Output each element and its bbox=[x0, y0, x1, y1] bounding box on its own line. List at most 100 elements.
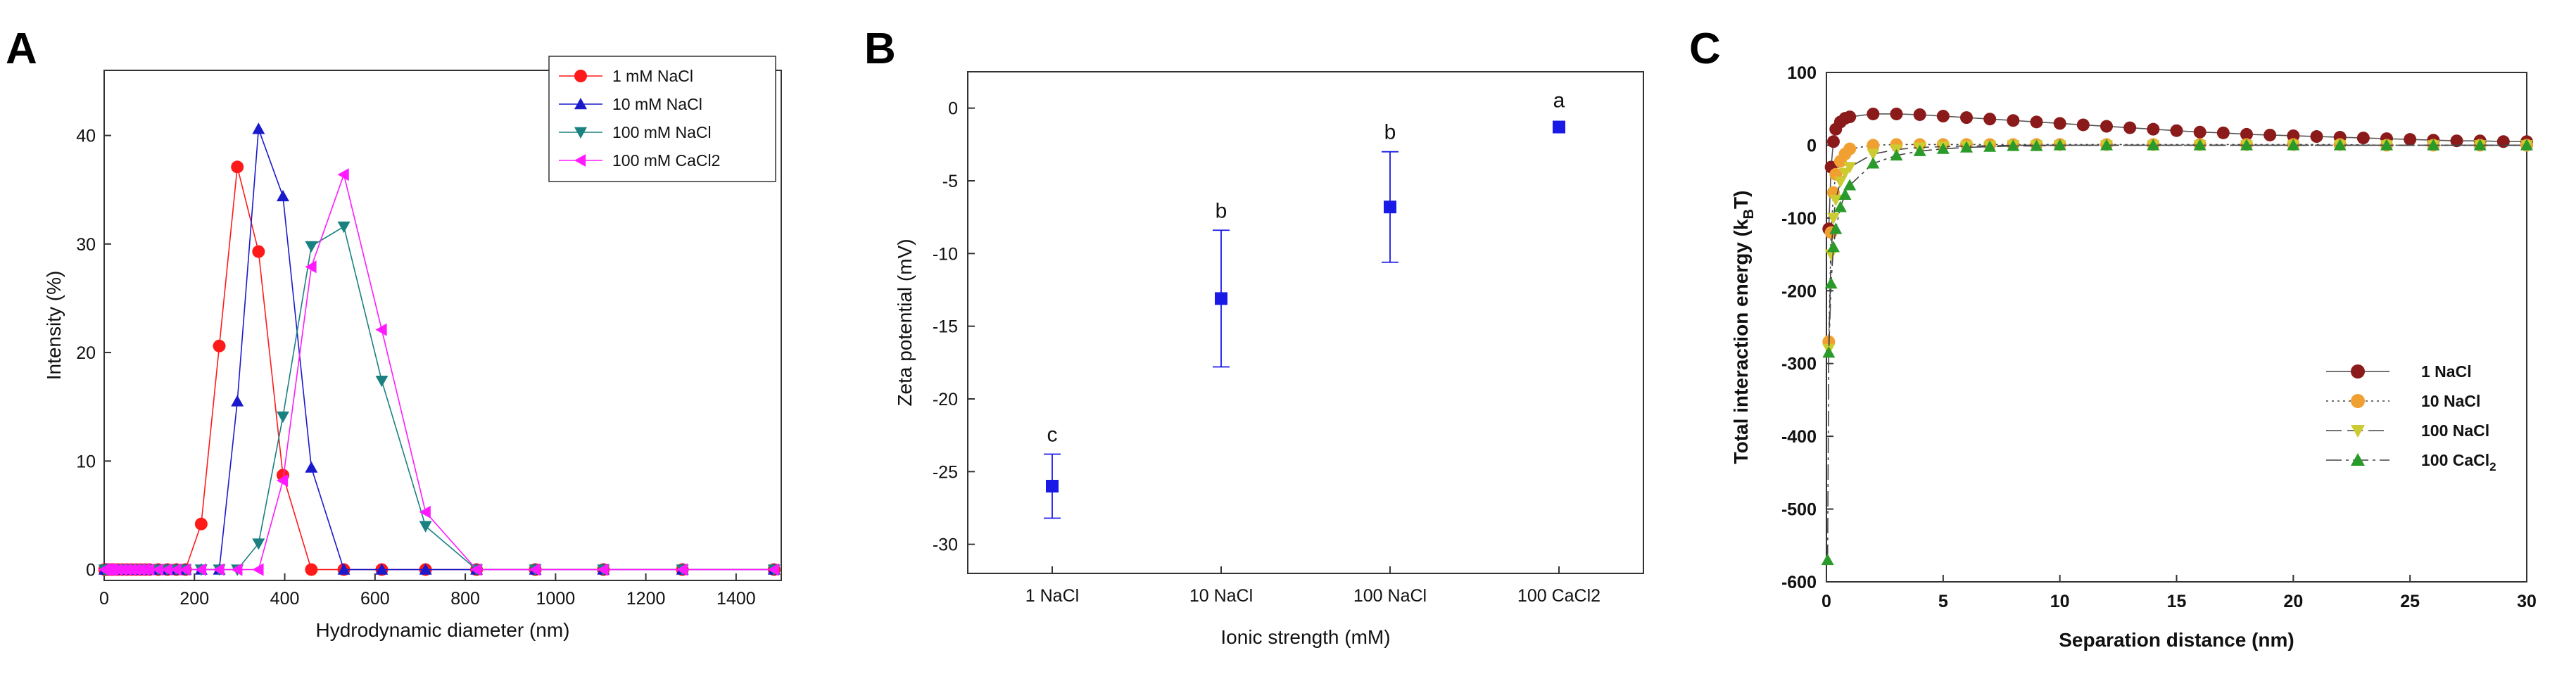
plot-frame bbox=[1826, 72, 2527, 583]
x-category-label-10-nacl: 10 NaCl bbox=[1189, 586, 1253, 606]
y-tick-label--10: -10 bbox=[933, 244, 958, 264]
legend-label-100-mm-cacl2: 100 mM CaCl2 bbox=[612, 151, 720, 170]
data-point bbox=[1936, 142, 1950, 154]
y-tick-label--30: -30 bbox=[933, 535, 958, 555]
x-tick-label-25: 25 bbox=[2400, 592, 2420, 611]
series-100-mm-cacl2 bbox=[98, 168, 779, 576]
data-point bbox=[2356, 132, 2370, 145]
data-point bbox=[252, 563, 264, 576]
data-point bbox=[1843, 110, 1857, 124]
data-point bbox=[1936, 110, 1950, 123]
data-point bbox=[1826, 135, 1840, 148]
data-point bbox=[1843, 179, 1857, 191]
panel-a-chart: 0 200 400 600 800 1000 1200 1400 0 10 20 30 40 Hydrod… bbox=[43, 56, 782, 641]
data-point bbox=[2030, 115, 2043, 129]
significance-letter: c bbox=[1047, 424, 1058, 447]
series-line bbox=[1828, 144, 2527, 342]
x-tick-label-15: 15 bbox=[2167, 592, 2187, 611]
x-category-label-1-nacl: 1 NaCl bbox=[1025, 586, 1079, 606]
y-axis-title-main: Total interaction energy (k bbox=[1730, 219, 1752, 464]
legend-marker bbox=[2351, 425, 2365, 438]
data-point bbox=[597, 563, 609, 576]
series-line bbox=[1828, 144, 2527, 350]
data-point bbox=[2193, 139, 2206, 151]
y-tick-label--100: -100 bbox=[1781, 209, 1817, 229]
legend: 1 NaCl 10 NaCl 100 NaCl 100 CaCl2 bbox=[2326, 362, 2496, 473]
plot-frame bbox=[967, 71, 1644, 574]
data-point bbox=[213, 563, 225, 576]
data-point bbox=[2053, 117, 2066, 130]
legend-marker bbox=[2351, 394, 2365, 408]
data-point bbox=[1829, 194, 1843, 206]
series-10-mm-nacl bbox=[98, 122, 781, 575]
data-point bbox=[1822, 346, 1836, 358]
y-tick-label--5: -5 bbox=[942, 172, 958, 191]
legend-label-main: 10 NaCl bbox=[2421, 392, 2480, 410]
x-axis-title: Hydrodynamic diameter (nm) bbox=[316, 619, 570, 641]
data-point bbox=[1867, 107, 1880, 120]
data-point bbox=[1833, 176, 1847, 189]
legend: 1 mM NaCl 10 mM NaCl 100 mM NaCl 100 mM CaC… bbox=[548, 56, 776, 182]
data-point bbox=[252, 538, 265, 550]
data-point bbox=[1826, 241, 1840, 253]
legend-marker bbox=[2351, 453, 2365, 466]
x-tick-label-20: 20 bbox=[2283, 592, 2303, 611]
x-tick-label-0: 0 bbox=[99, 589, 109, 609]
data-point bbox=[2076, 118, 2090, 132]
legend-label-subscript: 2 bbox=[2489, 460, 2496, 473]
y-tick-label-30: 30 bbox=[76, 235, 96, 255]
data-point bbox=[2310, 130, 2323, 144]
data-point bbox=[1913, 108, 1926, 121]
data-point bbox=[151, 563, 164, 576]
legend-label-1-nacl: 1 NaCl bbox=[2421, 362, 2472, 381]
data-point bbox=[231, 563, 243, 576]
data-point bbox=[160, 563, 172, 576]
x-tick-label-5: 5 bbox=[1938, 592, 1948, 611]
data-point bbox=[305, 563, 318, 576]
x-tick-label-10: 10 bbox=[2050, 592, 2070, 611]
data-point-1-nacl bbox=[1046, 480, 1059, 492]
data-point bbox=[767, 563, 779, 576]
x-tick-label-600: 600 bbox=[360, 589, 390, 609]
x-tick-label-800: 800 bbox=[450, 589, 480, 609]
data-point bbox=[2030, 139, 2043, 151]
data-point bbox=[375, 563, 389, 575]
data-point bbox=[252, 122, 265, 134]
data-point bbox=[676, 563, 688, 576]
significance-letter: b bbox=[1384, 121, 1396, 144]
data-point bbox=[2520, 139, 2533, 151]
legend-marker bbox=[2351, 364, 2365, 379]
y-tick-label-20: 20 bbox=[76, 343, 96, 363]
data-point bbox=[231, 395, 244, 407]
data-point bbox=[1867, 139, 1880, 152]
y-tick-label--300: -300 bbox=[1781, 355, 1817, 374]
data-point-100-nacl bbox=[1384, 201, 1396, 214]
data-point bbox=[1960, 111, 1973, 125]
series-line-10-mm-nacl bbox=[104, 129, 774, 571]
data-point bbox=[1843, 162, 1857, 174]
data-point bbox=[179, 563, 191, 576]
series-1-nacl bbox=[1822, 107, 2533, 236]
data-point bbox=[2193, 125, 2206, 139]
y-axis-title: Intensity (%) bbox=[43, 271, 65, 381]
data-point bbox=[1833, 201, 1847, 212]
y-tick-label--600: -600 bbox=[1781, 573, 1817, 592]
data-point bbox=[2147, 139, 2160, 151]
y-tick-label--25: -25 bbox=[933, 462, 958, 482]
data-point bbox=[194, 517, 208, 530]
data-point bbox=[305, 461, 318, 473]
y-tick-label--400: -400 bbox=[1781, 427, 1817, 447]
data-point bbox=[2100, 139, 2113, 151]
data-point bbox=[1826, 212, 1840, 224]
data-point bbox=[2007, 139, 2020, 151]
panel-b-chart: 0 -5 -10 -15 -20 -25 -30 1 NaCl 10 NaCl 100 NaCl 1… bbox=[894, 71, 1644, 648]
data-point bbox=[1983, 113, 1997, 126]
series-1-mm-nacl bbox=[98, 160, 781, 576]
data-point bbox=[143, 563, 155, 576]
y-tick-label-100: 100 bbox=[1787, 63, 1817, 83]
legend-label-100-cacl2: 100 CaCl2 bbox=[2421, 451, 2496, 473]
legend-label-10-nacl: 10 NaCl bbox=[2421, 392, 2480, 410]
x-tick-label-1400: 1400 bbox=[716, 589, 756, 609]
data-point bbox=[2053, 139, 2066, 151]
data-point bbox=[2264, 128, 2277, 141]
